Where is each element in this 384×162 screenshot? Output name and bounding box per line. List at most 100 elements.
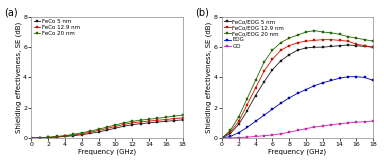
FeCo/EOG 20 nm [278,42,283,44]
FeCo 5 nm [164,120,168,122]
FeCo 20 nm [113,124,118,126]
EOG [354,76,359,78]
FeCo 20 nm [37,137,42,139]
Line: FeCo/EOG 20 nm: FeCo/EOG 20 nm [221,29,374,139]
Text: (a): (a) [4,7,18,17]
FeCo/EOG 20 nm [362,39,367,41]
GO [245,136,250,138]
FeCo/EOG 20 nm [321,31,325,33]
FeCo 5 nm [29,137,33,139]
FeCo/EOG 5 nm [371,46,376,48]
FeCo 5 nm [104,129,109,131]
FeCo/EOG 20 nm [312,30,317,32]
FeCo/EOG 12.9 nm [220,137,224,139]
FeCo 12.9 nm [121,123,126,125]
FeCo 5 nm [37,137,42,139]
FeCo 20 nm [29,137,33,139]
GO [270,134,275,136]
FeCo/EOG 5 nm [321,46,325,48]
FeCo 5 nm [155,121,160,123]
FeCo 12.9 nm [79,133,84,135]
FeCo 20 nm [155,117,160,119]
Y-axis label: Shielding effectiveness, SE (dB): Shielding effectiveness, SE (dB) [15,22,22,133]
FeCo 12.9 nm [88,131,93,133]
FeCo/EOG 5 nm [253,95,258,97]
FeCo 12.9 nm [172,118,177,120]
Line: GO: GO [221,120,374,139]
FeCo/EOG 20 nm [371,40,376,42]
FeCo/EOG 12.9 nm [245,104,250,106]
FeCo/EOG 20 nm [329,32,333,34]
FeCo 20 nm [180,114,185,116]
FeCo/EOG 12.9 nm [304,40,308,42]
FeCo/EOG 5 nm [262,81,266,83]
GO [278,133,283,135]
FeCo 20 nm [172,115,177,117]
FeCo 12.9 nm [71,134,76,136]
FeCo 12.9 nm [29,137,33,139]
FeCo/EOG 20 nm [270,49,275,51]
Line: FeCo 5 nm: FeCo 5 nm [30,119,184,139]
EOG [304,89,308,91]
FeCo/EOG 20 nm [304,31,308,33]
GO [304,128,308,130]
GO [287,131,291,133]
FeCo 5 nm [79,134,84,136]
EOG [278,102,283,104]
FeCo/EOG 5 nm [295,49,300,51]
FeCo 5 nm [130,124,134,126]
EOG [253,120,258,122]
GO [228,137,233,139]
X-axis label: Frequency (GHz): Frequency (GHz) [78,149,136,155]
FeCo 12.9 nm [130,122,134,124]
FeCo 12.9 nm [54,136,59,138]
FeCo 20 nm [63,135,67,137]
FeCo 20 nm [147,118,151,120]
FeCo 5 nm [180,119,185,121]
FeCo/EOG 5 nm [346,44,350,46]
FeCo/EOG 12.9 nm [270,58,275,60]
FeCo 12.9 nm [147,120,151,122]
Legend: FeCo/EOG 5 nm, FeCo/EOG 12.9 nm, FeCo/EOG 20 nm, EOG, GO: FeCo/EOG 5 nm, FeCo/EOG 12.9 nm, FeCo/EO… [223,19,285,49]
FeCo/EOG 20 nm [228,129,233,131]
GO [295,129,300,131]
FeCo/EOG 12.9 nm [278,49,283,51]
FeCo/EOG 12.9 nm [287,45,291,47]
FeCo 5 nm [113,127,118,129]
GO [362,121,367,123]
EOG [270,108,275,110]
FeCo/EOG 20 nm [237,116,241,118]
FeCo/EOG 20 nm [354,37,359,39]
FeCo 5 nm [121,125,126,127]
EOG [337,77,342,79]
FeCo/EOG 12.9 nm [321,39,325,41]
FeCo/EOG 12.9 nm [337,39,342,41]
FeCo 12.9 nm [37,137,42,139]
FeCo/EOG 12.9 nm [371,46,376,48]
FeCo/EOG 5 nm [270,69,275,71]
FeCo 20 nm [54,136,59,138]
FeCo/EOG 12.9 nm [237,120,241,122]
FeCo/EOG 20 nm [253,80,258,81]
FeCo 20 nm [46,136,50,138]
EOG [228,136,233,138]
X-axis label: Frequency (GHz): Frequency (GHz) [268,149,327,155]
FeCo 20 nm [121,122,126,124]
FeCo/EOG 5 nm [304,47,308,49]
FeCo/EOG 12.9 nm [354,43,359,45]
GO [220,137,224,139]
FeCo/EOG 12.9 nm [329,39,333,41]
EOG [321,82,325,84]
FeCo 12.9 nm [138,121,143,123]
FeCo/EOG 20 nm [220,137,224,139]
Y-axis label: Shielding effectiveness, SE (dB): Shielding effectiveness, SE (dB) [206,22,212,133]
FeCo 12.9 nm [46,136,50,138]
FeCo/EOG 20 nm [295,34,300,36]
GO [237,137,241,139]
EOG [295,92,300,94]
FeCo 5 nm [54,136,59,138]
FeCo 12.9 nm [164,119,168,121]
FeCo 5 nm [172,120,177,122]
EOG [362,76,367,78]
GO [354,121,359,123]
